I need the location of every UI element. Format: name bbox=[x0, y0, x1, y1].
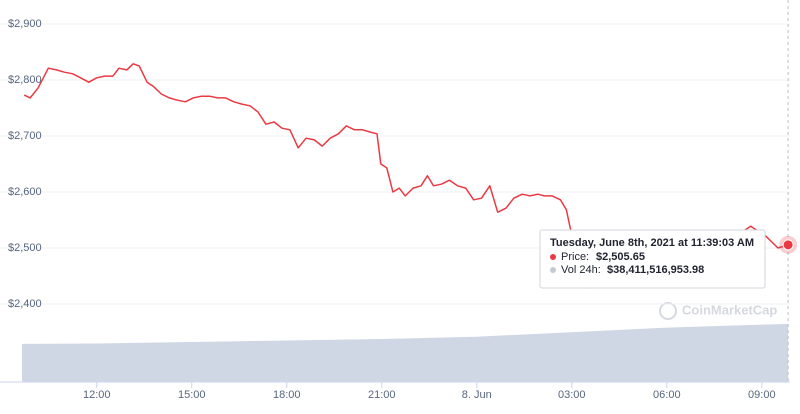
x-tick-label: 18:00 bbox=[273, 389, 301, 401]
y-tick-label: $2,600 bbox=[8, 186, 42, 198]
y-tick-label: $2,800 bbox=[8, 74, 42, 86]
y-tick-label: $2,700 bbox=[8, 130, 42, 142]
watermark-logo bbox=[659, 302, 677, 320]
x-tick-label: 21:00 bbox=[368, 389, 396, 401]
tooltip-vol-dot bbox=[550, 267, 556, 273]
tooltip-vol-label: Vol 24h: bbox=[561, 264, 601, 276]
x-tick-label: 09:00 bbox=[748, 389, 776, 401]
hover-point bbox=[782, 239, 794, 251]
y-tick-label: $2,500 bbox=[8, 242, 42, 254]
tooltip: Tuesday, June 8th, 2021 at 11:39:03 AM Pr… bbox=[539, 229, 766, 289]
tooltip-date: Tuesday, June 8th, 2021 at 11:39:03 AM bbox=[550, 237, 754, 249]
tooltip-price: $2,505.65 bbox=[596, 251, 645, 263]
x-tick-label: 06:00 bbox=[653, 389, 681, 401]
tooltip-vol: $38,411,516,953.98 bbox=[607, 264, 704, 276]
tooltip-price-label: Price: bbox=[561, 251, 589, 263]
y-tick-label: $2,400 bbox=[8, 298, 42, 310]
watermark-text: CoinMarketCap bbox=[682, 302, 777, 317]
x-tick-label: 03:00 bbox=[558, 389, 586, 401]
price-line bbox=[23, 63, 789, 289]
x-tick-label: 8. Jun bbox=[462, 389, 492, 401]
x-tick-label: 15:00 bbox=[178, 389, 206, 401]
tooltip-box bbox=[539, 229, 766, 289]
watermark: CoinMarketCap bbox=[659, 302, 777, 320]
volume-area bbox=[22, 324, 789, 382]
x-tick-label: 12:00 bbox=[83, 389, 111, 401]
y-tick-label: $2,900 bbox=[8, 18, 42, 30]
tooltip-price-dot bbox=[550, 254, 556, 260]
